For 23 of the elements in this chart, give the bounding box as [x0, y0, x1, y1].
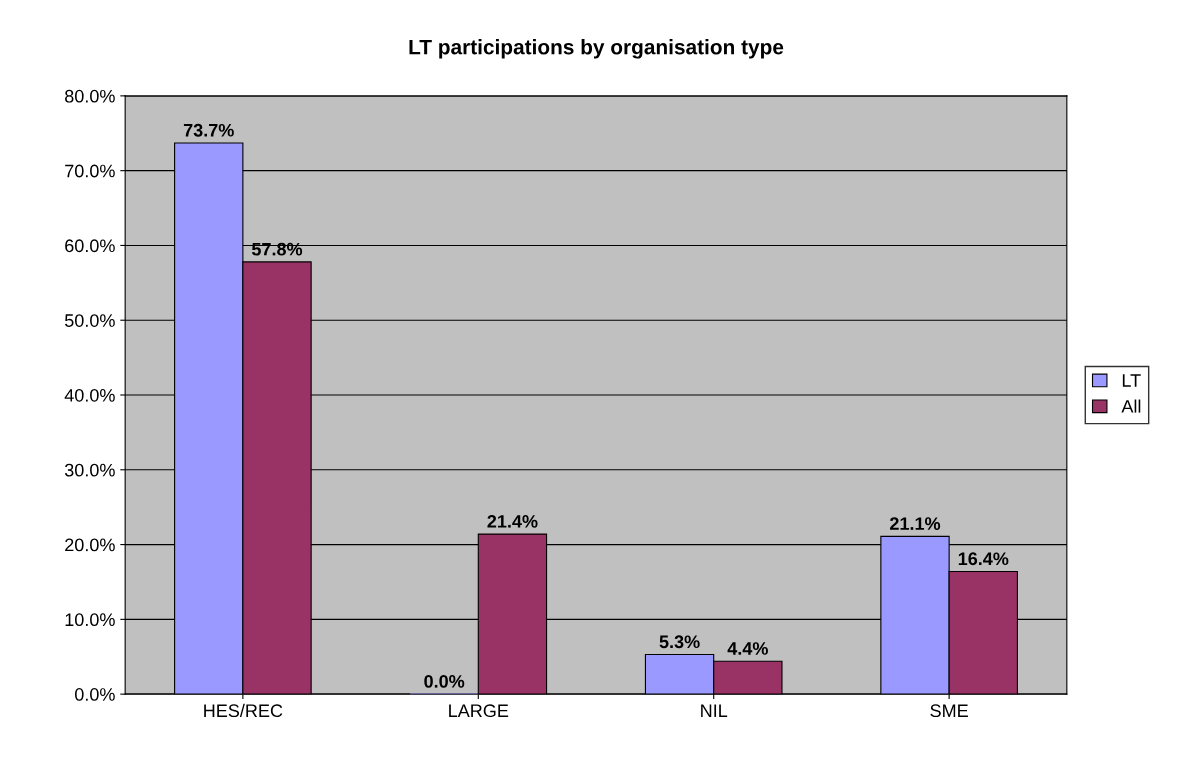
- data-label: 0.0%: [424, 675, 465, 688]
- data-label: 4.4%: [727, 642, 768, 655]
- legend-label: LT: [1122, 374, 1141, 387]
- data-label: 5.3%: [659, 635, 700, 649]
- y-tick-label: 80.0%: [65, 89, 115, 103]
- chart-title: LT participations by organisation type: [409, 39, 784, 59]
- y-tick-label: 70.0%: [65, 164, 115, 178]
- legend-label: All: [1121, 399, 1141, 413]
- x-tick-label: NIL: [701, 704, 728, 717]
- y-tick-label: 0.0%: [74, 688, 115, 701]
- y-tick-label: 30.0%: [64, 463, 115, 477]
- y-tick-label: 40.0%: [64, 388, 115, 402]
- data-label: 16.4%: [958, 552, 1009, 566]
- x-tick-label: SME: [930, 704, 968, 718]
- y-tick-label: 20.0%: [65, 538, 115, 552]
- data-label: 21.1%: [890, 517, 941, 530]
- x-tick-label: HES/REC: [204, 703, 283, 718]
- data-label: 73.7%: [183, 123, 234, 137]
- y-tick-label: 60.0%: [65, 239, 115, 253]
- y-tick-label: 50.0%: [64, 314, 115, 327]
- x-tick-label: LARGE: [449, 704, 509, 718]
- data-label: 21.4%: [487, 514, 538, 528]
- y-tick-label: 10.0%: [65, 613, 115, 627]
